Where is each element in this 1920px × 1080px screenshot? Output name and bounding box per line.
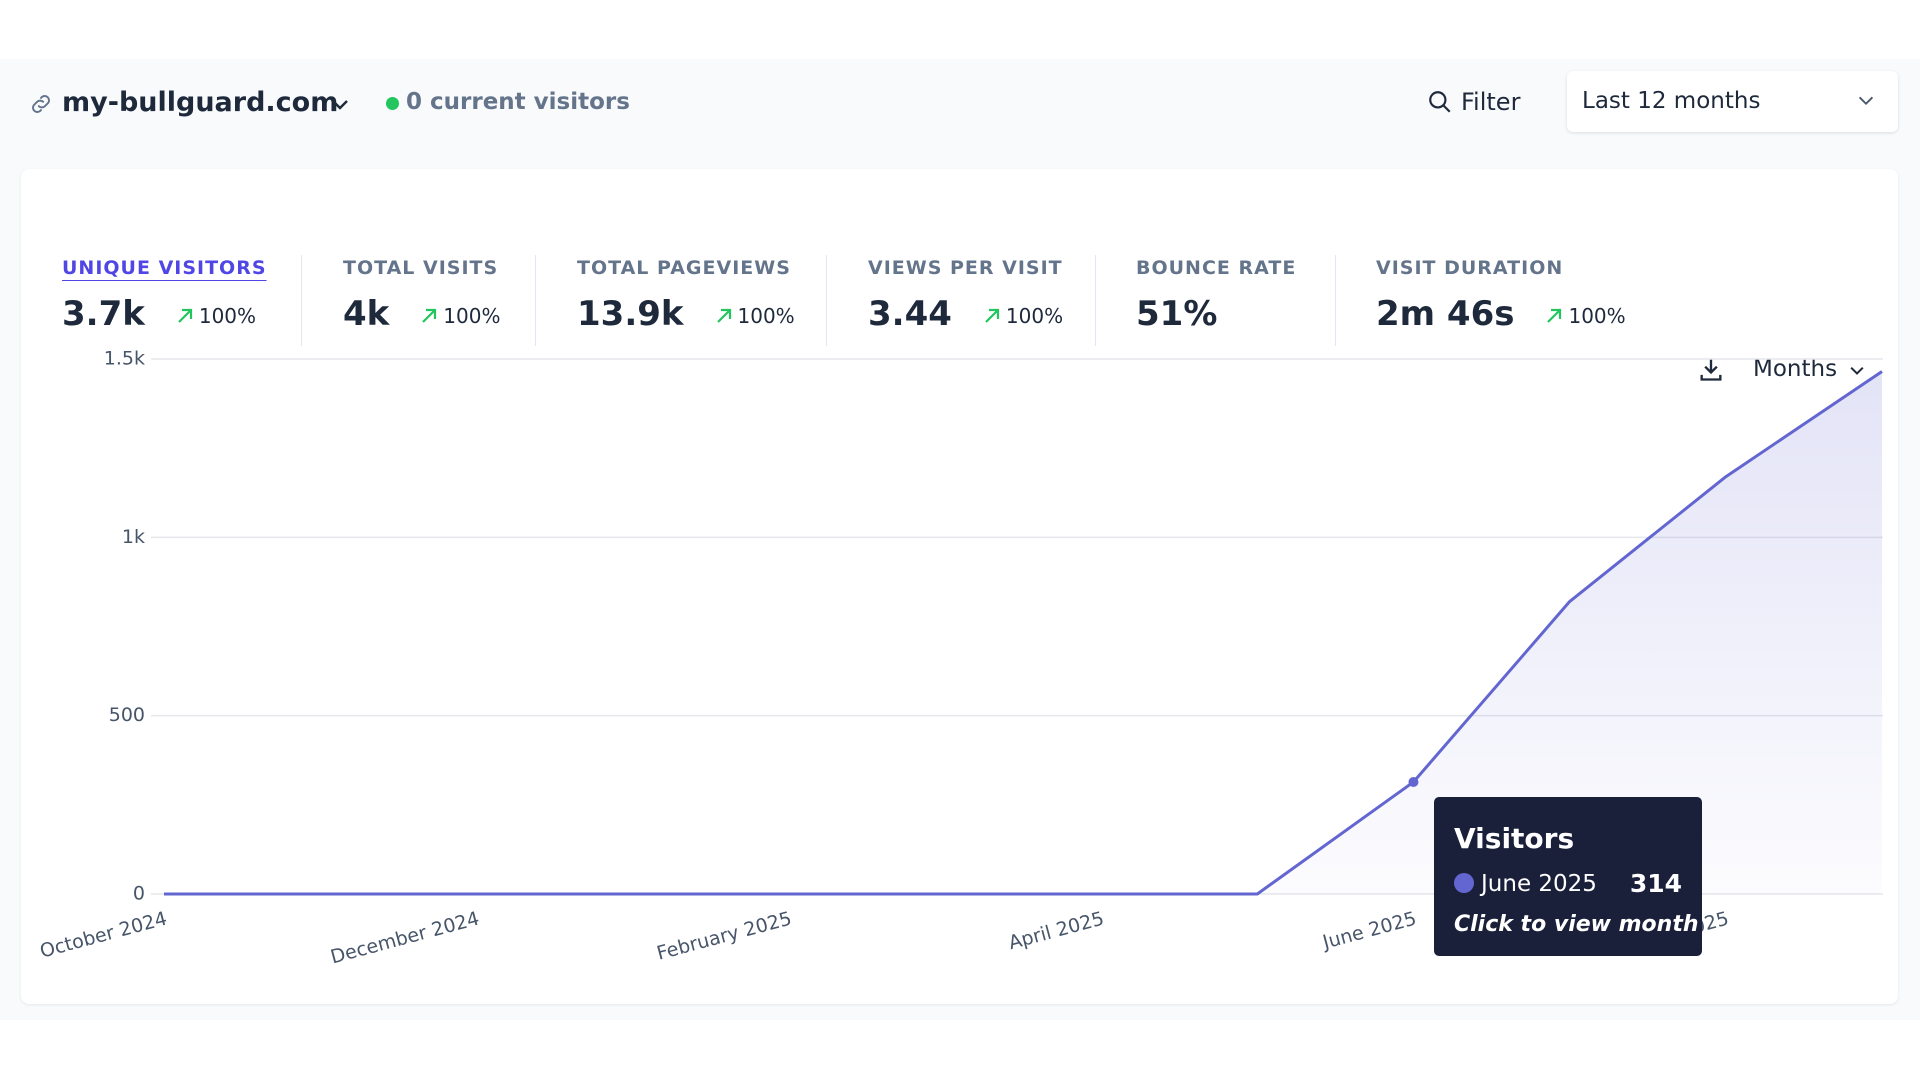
y-tick-label: 500 <box>109 704 145 726</box>
stat-label[interactable]: TOTAL PAGEVIEWS <box>577 257 791 279</box>
area <box>164 371 1882 894</box>
x-tick-label: December 2024 <box>328 908 481 969</box>
x-tick-label: February 2025 <box>654 908 794 965</box>
x-tick-label: June 2025 <box>1320 908 1419 954</box>
period-chevron <box>1858 96 1874 106</box>
stat-value: 4k <box>343 294 390 334</box>
point <box>1408 777 1419 788</box>
current-visitors[interactable]: 0 current visitors <box>406 89 630 115</box>
tooltip-value: 314 <box>1630 869 1682 898</box>
period-select[interactable]: Last 12 months <box>1567 71 1898 132</box>
dashboard: my-bullguard.com 0 current visitors Filt… <box>0 59 1920 1020</box>
trend-arrow <box>1547 308 1562 323</box>
download-icon[interactable] <box>1697 355 1725 383</box>
stat-value: 3.44 <box>868 294 952 334</box>
tooltip-swatch <box>1454 873 1474 893</box>
tooltip-box <box>1434 797 1702 956</box>
search-icon[interactable] <box>1427 89 1453 115</box>
site-chevron[interactable] <box>328 95 352 115</box>
site-name[interactable]: my-bullguard.com <box>62 87 339 118</box>
tooltip[interactable]: Visitors June 2025 314 Click to view month <box>1434 797 1702 956</box>
filter-button[interactable]: Filter <box>1461 88 1521 116</box>
interval-select[interactable]: Months <box>1753 356 1838 382</box>
stat-divider <box>301 255 302 346</box>
stat-label[interactable]: BOUNCE RATE <box>1136 257 1297 279</box>
stat-label[interactable]: UNIQUE VISITORS <box>62 257 267 279</box>
stat-change: 100% <box>737 304 795 328</box>
stat-change: 100% <box>1568 304 1626 328</box>
trend-arrow <box>422 308 437 323</box>
link-icon <box>32 95 50 113</box>
interval-chevron[interactable] <box>1847 362 1867 380</box>
live-dot <box>386 97 399 110</box>
tooltip-title: Visitors <box>1454 822 1574 855</box>
line <box>164 370 1883 896</box>
stat-value: 3.7k <box>62 294 145 334</box>
stat-divider <box>826 255 827 346</box>
stat-divider <box>1095 255 1096 346</box>
stat-change: 100% <box>1005 304 1064 328</box>
trend-arrow <box>178 308 192 323</box>
tooltip-label: June 2025 <box>1479 871 1597 897</box>
stat-value: 2m 46s <box>1376 294 1515 334</box>
stat-value: 51% <box>1136 294 1218 334</box>
trend-arrow <box>985 308 999 323</box>
stat-change: 100% <box>198 304 257 328</box>
period-label: Last 12 months <box>1582 88 1761 114</box>
x-tick-label: April 2025 <box>1006 908 1106 955</box>
stat-change: 100% <box>443 304 501 328</box>
y-tick-label: 0 <box>133 883 145 905</box>
stat-divider <box>1335 255 1336 346</box>
y-tick-label: 1.5k <box>104 348 145 370</box>
stat-label[interactable]: TOTAL VISITS <box>343 257 499 279</box>
stat-label[interactable]: VISIT DURATION <box>1376 257 1564 279</box>
stat-value: 13.9k <box>577 294 684 334</box>
chart: 0 500 1k 1.5k October 2024 December 2024 Febru… <box>38 348 1883 969</box>
y-tick-label: 1k <box>122 526 145 548</box>
trend-arrow <box>716 308 731 323</box>
x-tick-label: October 2024 <box>38 908 170 963</box>
stat-label[interactable]: VIEWS PER VISIT <box>868 257 1063 279</box>
tooltip-hint: Click to view month <box>1454 912 1699 937</box>
stat-divider <box>535 255 536 346</box>
